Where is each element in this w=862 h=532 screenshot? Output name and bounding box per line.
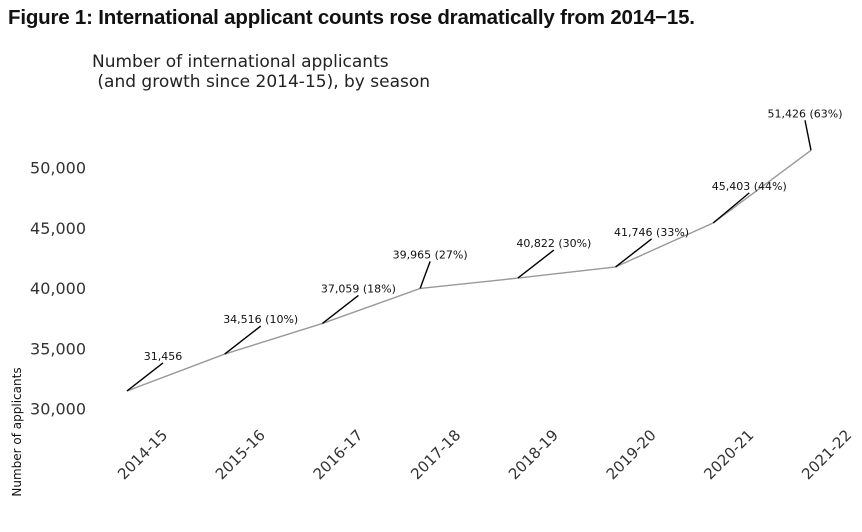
data-label: 34,516 (10%) xyxy=(223,313,298,326)
x-tick-label: 2018-19 xyxy=(505,426,562,483)
x-tick-label: 2020-21 xyxy=(700,426,757,483)
annotation-leader xyxy=(804,120,812,151)
y-tick-label: 45,000 xyxy=(30,219,86,238)
x-tick-label: 2017-18 xyxy=(407,426,464,483)
annotation-leader xyxy=(615,238,653,268)
x-tick-label: 2014-15 xyxy=(114,426,171,483)
annotation-leader xyxy=(126,362,164,392)
figure-title: Figure 1: International applicant counts… xyxy=(8,6,695,29)
annotation-leader xyxy=(321,294,359,324)
x-tick-label: 2021-22 xyxy=(798,426,855,483)
y-tick-label: 30,000 xyxy=(30,400,86,419)
annotation-leader xyxy=(517,249,555,279)
annotation-leader xyxy=(224,325,262,355)
line-chart: 30,000 35,000 40,000 45,000 50,000 2014-15 201… xyxy=(30,107,855,483)
y-tick-label: 50,000 xyxy=(30,159,86,178)
annotation-leader xyxy=(419,261,431,289)
x-tick-label: 2016-17 xyxy=(310,426,367,483)
y-tick-label: 40,000 xyxy=(30,279,86,298)
y-tick-label: 35,000 xyxy=(30,339,86,358)
annotation-leader xyxy=(712,192,750,224)
data-label: 37,059 (18%) xyxy=(321,282,396,295)
data-label: 41,746 (33%) xyxy=(614,226,689,239)
x-tick-label: 2019-20 xyxy=(603,426,660,483)
data-label: 39,965 (27%) xyxy=(393,248,468,261)
series-line xyxy=(126,149,812,392)
data-label: 40,822 (30%) xyxy=(516,237,591,250)
chart-title: Number of international applicants (and … xyxy=(92,52,431,92)
data-label: 51,426 (63%) xyxy=(767,107,842,120)
data-label: 31,456 xyxy=(144,350,183,363)
data-label: 45,403 (44%) xyxy=(712,180,787,193)
x-tick-label: 2015-16 xyxy=(212,426,269,483)
